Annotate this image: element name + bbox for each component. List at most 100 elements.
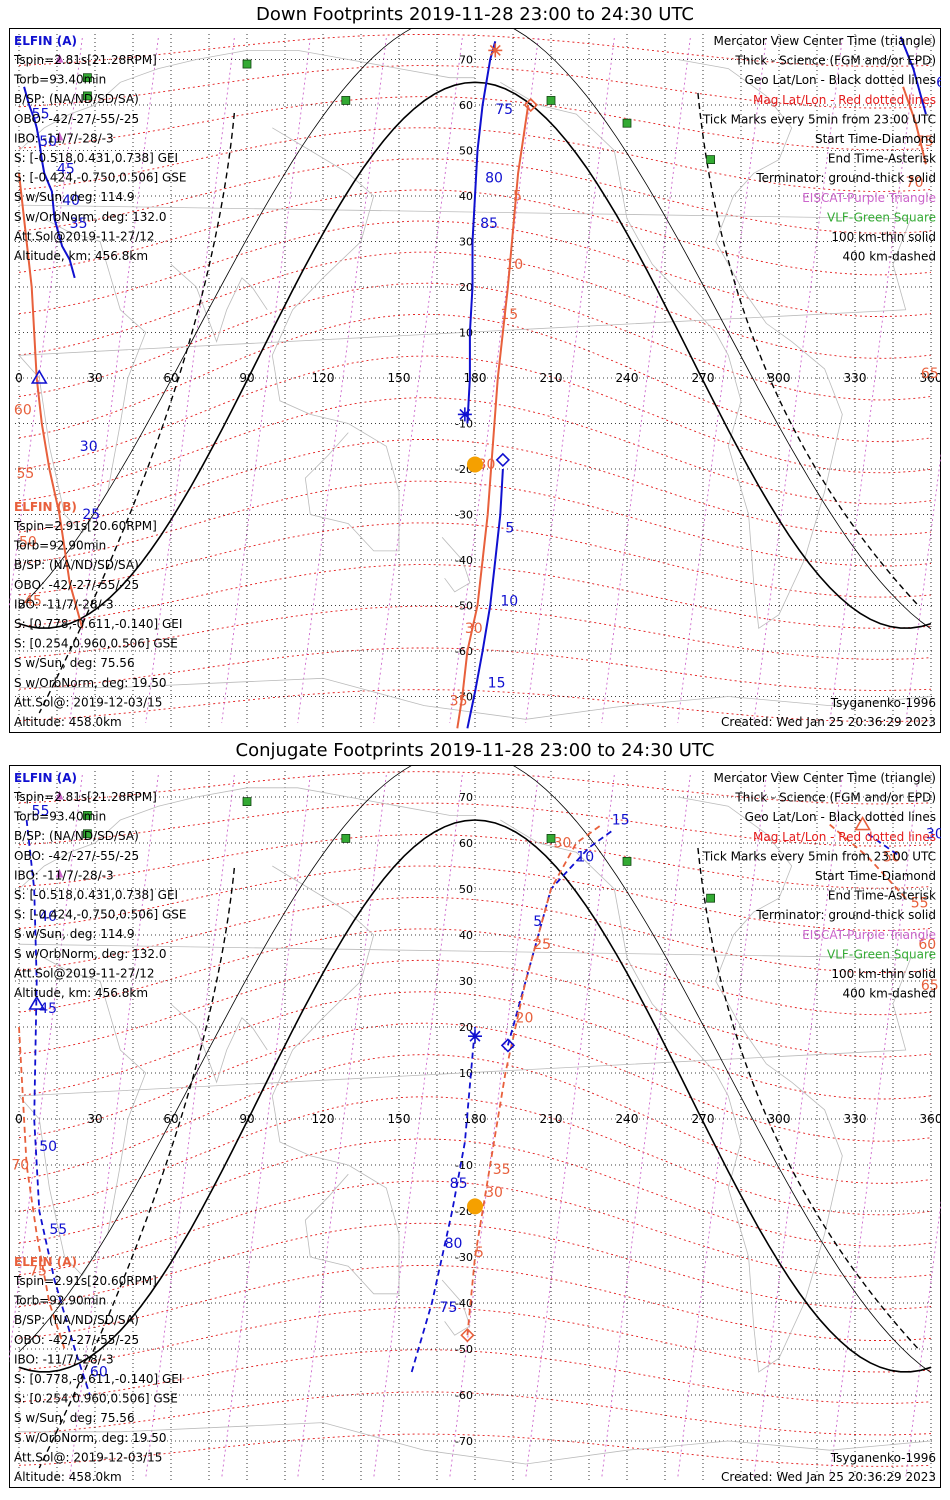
vlf-station bbox=[341, 834, 351, 843]
elfin-b-info-line: OBO: -42/-27/-55/-25 bbox=[14, 1333, 139, 1347]
legend-line: VLF-Green Square bbox=[827, 947, 936, 961]
sun-icon bbox=[467, 1198, 483, 1215]
footprint-track bbox=[902, 86, 927, 165]
elfin-a-info-line: S w/Sun, deg: 114.9 bbox=[14, 190, 135, 204]
mag-lon-line bbox=[601, 774, 691, 1479]
lat-tick-label: -10 bbox=[455, 418, 473, 431]
elfin-b-info-line: IBO: -11/7/-28/-3 bbox=[14, 597, 114, 611]
coastline bbox=[170, 1003, 268, 1084]
lat-tick-label: -40 bbox=[455, 554, 473, 567]
lon-tick-label: 330 bbox=[844, 1112, 867, 1126]
start-time-diamond-marker bbox=[523, 97, 538, 113]
elfin-b-header: ELFIN (B) bbox=[14, 500, 77, 514]
mag-lat-line bbox=[18, 1222, 932, 1310]
track-time-label: 45 bbox=[57, 161, 75, 177]
track-time-label: 70 bbox=[11, 1158, 29, 1174]
mag-lon-line bbox=[449, 37, 539, 724]
coastline bbox=[18, 204, 912, 534]
track-time-label: 35 bbox=[450, 694, 468, 710]
lat-tick-label: -10 bbox=[455, 1159, 473, 1172]
vlf-station bbox=[622, 118, 632, 128]
track-time-label: 80 bbox=[485, 170, 503, 186]
mag-lon-line bbox=[449, 774, 539, 1479]
elfin-a-info-line: IBO: -11/7/-28/-3 bbox=[14, 868, 114, 882]
lat-tick-label: -60 bbox=[455, 645, 473, 658]
lat-tick-label: 10 bbox=[459, 1067, 473, 1080]
legend-line: End Time-Asterisk bbox=[828, 152, 936, 166]
legend-line: 100 km-thin solid bbox=[831, 230, 936, 244]
start-time-diamond-marker bbox=[460, 1328, 475, 1343]
footprint-track bbox=[18, 1026, 66, 1350]
elfin-b-info-line: S: [0.778,-0.611,-0.140] GEI bbox=[14, 617, 182, 631]
elfin-b-info-line: B/SP: (NA/ND/SD/SA) bbox=[14, 558, 139, 572]
mag-lon-line bbox=[297, 37, 387, 724]
coastlines bbox=[18, 787, 932, 1465]
elfin-a-header: ELFIN (A) bbox=[14, 34, 77, 48]
legend-line: 400 km-dashed bbox=[842, 987, 936, 1001]
track-time-label: 55 bbox=[32, 107, 50, 123]
elfin-b-info-line: S w/Sun, deg: 75.56 bbox=[14, 656, 135, 670]
track-time-label: 55 bbox=[911, 895, 929, 911]
track-time-label: 30 bbox=[554, 836, 572, 852]
center-time-triangle-marker bbox=[854, 816, 871, 831]
footprint-track bbox=[466, 823, 603, 1336]
start-time-diamond-marker bbox=[500, 1038, 516, 1053]
elfin-b-header: ELFIN (A) bbox=[14, 1255, 77, 1269]
center-time-triangle-marker bbox=[28, 995, 46, 1010]
track-time-label: 60 bbox=[936, 75, 941, 91]
vlf-station bbox=[83, 829, 92, 839]
track-time-label: 50 bbox=[39, 1139, 57, 1155]
coastline bbox=[441, 537, 471, 593]
terminator-100km bbox=[18, 28, 932, 630]
mag-lat-line bbox=[18, 127, 932, 192]
elfin-a-info-line: Tspin=2.81s[21.28RPM] bbox=[13, 790, 157, 804]
mag-lat-line bbox=[18, 220, 932, 317]
coastline bbox=[170, 264, 268, 343]
elfin-b-info-line: OBO: -42/-27/-55/-25 bbox=[14, 578, 139, 592]
track-time-label: 80 bbox=[445, 1236, 463, 1252]
track-time-label: 15 bbox=[500, 307, 518, 323]
track-time-label: 70 bbox=[906, 175, 924, 191]
track-time-label: 15 bbox=[488, 675, 506, 691]
mag-lon-line bbox=[677, 37, 767, 724]
elfin-a-info-line: S: [-0.424,-0.750,0.506] GSE bbox=[14, 171, 187, 185]
model-label: Tsyganenko-1996 bbox=[830, 1451, 936, 1465]
track-time-label: 55 bbox=[32, 803, 50, 819]
legend-line: 400 km-dashed bbox=[842, 250, 936, 264]
track-time-label: 5 bbox=[505, 521, 514, 537]
lon-tick-label: 0 bbox=[15, 371, 23, 385]
legend-line: Mercator View Center Time (triangle) bbox=[714, 771, 936, 785]
legend-line: Start Time-Diamond bbox=[815, 132, 936, 146]
coastline bbox=[500, 796, 843, 1373]
legend-line: VLF-Green Square bbox=[827, 210, 936, 224]
lat-tick-label: -40 bbox=[455, 1297, 473, 1310]
model-label: Tsyganenko-1996 bbox=[830, 696, 936, 710]
lat-tick-label: 70 bbox=[459, 791, 473, 804]
elfin-b-info-line: Tspin=2.91s[20.60RPM] bbox=[13, 519, 157, 533]
lat-tick-label: 50 bbox=[459, 883, 473, 896]
mag-lon-line bbox=[69, 774, 159, 1479]
track-time-label: 85 bbox=[450, 1176, 468, 1192]
lat-tick-label: -50 bbox=[455, 600, 473, 613]
lat-tick-label: -60 bbox=[455, 1389, 473, 1402]
footprint-track bbox=[466, 468, 504, 729]
created-label: Created: Wed Jan 25 20:36:29 2023 bbox=[721, 1470, 936, 1484]
legend-line: Geo Lat/Lon - Black dotted lines bbox=[745, 810, 936, 824]
mag-lon-line bbox=[829, 774, 919, 1479]
coastline bbox=[441, 1279, 471, 1336]
lat-tick-label: -30 bbox=[455, 509, 473, 522]
map-panel-down: 0 30 60 90 120 150 180 210 240 270 300 330 360 70 60 50… bbox=[9, 28, 941, 733]
mag-lat-line bbox=[18, 397, 932, 505]
footprint-track bbox=[25, 819, 91, 1396]
mag-lat-line bbox=[18, 1138, 932, 1247]
mag-meridians bbox=[9, 774, 941, 1479]
coastline bbox=[18, 943, 912, 1277]
elfin-a-info-line: Torb=93.40min bbox=[13, 73, 106, 87]
track-time-label: 40 bbox=[62, 193, 80, 209]
coastline bbox=[19, 1422, 932, 1465]
lon-tick-label: 30 bbox=[87, 1112, 102, 1126]
track-time-label: 55 bbox=[16, 466, 34, 482]
vlf-station bbox=[83, 91, 92, 101]
terminator-100km bbox=[18, 765, 932, 1374]
legend-line: Thick - Science (FGM and/or EPD) bbox=[734, 54, 936, 68]
